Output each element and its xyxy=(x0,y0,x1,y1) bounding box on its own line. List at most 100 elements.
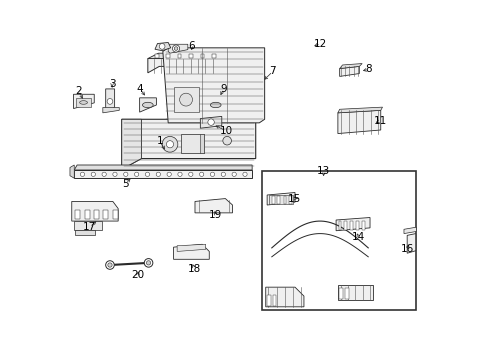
Bar xyxy=(181,134,204,153)
Polygon shape xyxy=(173,244,209,259)
Text: 3: 3 xyxy=(109,79,116,89)
Bar xyxy=(212,54,216,58)
Circle shape xyxy=(147,261,151,265)
Circle shape xyxy=(210,172,215,176)
Polygon shape xyxy=(140,98,156,112)
Polygon shape xyxy=(338,107,383,113)
Circle shape xyxy=(107,99,113,104)
Bar xyxy=(356,221,359,230)
Circle shape xyxy=(172,45,180,52)
Polygon shape xyxy=(70,165,74,178)
Polygon shape xyxy=(266,287,304,307)
Bar xyxy=(94,210,99,219)
Polygon shape xyxy=(72,202,118,221)
Text: 5: 5 xyxy=(122,179,129,189)
Circle shape xyxy=(156,172,160,176)
Bar xyxy=(189,54,193,58)
Polygon shape xyxy=(336,217,370,231)
Circle shape xyxy=(221,172,225,176)
Polygon shape xyxy=(148,53,217,59)
Polygon shape xyxy=(173,87,198,112)
Bar xyxy=(85,210,90,219)
Text: 14: 14 xyxy=(352,232,365,242)
Bar xyxy=(178,54,181,58)
Polygon shape xyxy=(103,108,119,113)
Circle shape xyxy=(108,263,112,267)
Bar xyxy=(350,221,353,230)
Circle shape xyxy=(144,258,153,267)
Bar xyxy=(270,195,293,204)
Text: 11: 11 xyxy=(373,116,387,126)
Circle shape xyxy=(223,136,231,145)
Circle shape xyxy=(162,136,178,152)
Polygon shape xyxy=(122,119,256,169)
Polygon shape xyxy=(338,285,373,300)
Polygon shape xyxy=(74,221,102,230)
Text: 10: 10 xyxy=(220,126,233,136)
Polygon shape xyxy=(200,116,222,128)
Circle shape xyxy=(167,141,173,148)
Circle shape xyxy=(180,93,193,106)
Circle shape xyxy=(134,172,139,176)
Polygon shape xyxy=(74,165,252,170)
Text: 17: 17 xyxy=(83,222,96,232)
Text: 12: 12 xyxy=(314,39,327,49)
Circle shape xyxy=(199,172,204,176)
Polygon shape xyxy=(163,48,265,123)
Bar xyxy=(273,295,276,306)
Polygon shape xyxy=(106,89,115,111)
Text: 1: 1 xyxy=(157,136,163,147)
Bar xyxy=(201,54,204,58)
Bar xyxy=(155,54,159,58)
Text: 9: 9 xyxy=(220,84,227,94)
Circle shape xyxy=(123,172,128,176)
Text: 4: 4 xyxy=(137,84,143,94)
Polygon shape xyxy=(207,98,223,112)
Circle shape xyxy=(178,172,182,176)
Text: 15: 15 xyxy=(288,194,301,203)
Polygon shape xyxy=(340,64,362,68)
Text: 8: 8 xyxy=(366,64,372,74)
Bar xyxy=(344,221,347,230)
Circle shape xyxy=(189,172,193,176)
Circle shape xyxy=(102,172,106,176)
Bar xyxy=(103,210,108,219)
Polygon shape xyxy=(200,134,204,153)
Text: 16: 16 xyxy=(401,244,414,253)
Ellipse shape xyxy=(210,102,221,108)
Bar xyxy=(362,221,365,230)
Text: 20: 20 xyxy=(131,270,145,280)
Circle shape xyxy=(80,172,85,176)
Text: 7: 7 xyxy=(270,66,276,76)
Bar xyxy=(76,98,91,107)
Bar xyxy=(272,197,275,203)
Text: 19: 19 xyxy=(209,210,222,220)
Ellipse shape xyxy=(143,102,153,108)
Circle shape xyxy=(113,172,117,176)
Polygon shape xyxy=(340,66,359,76)
Bar xyxy=(262,171,416,310)
Polygon shape xyxy=(168,44,188,53)
Bar xyxy=(284,197,287,203)
Circle shape xyxy=(243,172,247,176)
Bar xyxy=(289,197,292,203)
Bar xyxy=(345,288,348,298)
Polygon shape xyxy=(267,193,295,205)
Polygon shape xyxy=(122,119,142,169)
Bar xyxy=(167,54,170,58)
Bar xyxy=(339,221,342,230)
Text: 13: 13 xyxy=(317,166,330,176)
Polygon shape xyxy=(177,244,206,251)
Polygon shape xyxy=(407,234,416,253)
Polygon shape xyxy=(148,59,217,73)
Circle shape xyxy=(91,172,96,176)
Circle shape xyxy=(106,261,114,269)
Bar xyxy=(267,295,270,306)
Circle shape xyxy=(208,119,214,125)
Circle shape xyxy=(146,172,149,176)
Polygon shape xyxy=(155,42,171,51)
Circle shape xyxy=(159,44,165,49)
Bar xyxy=(113,210,118,219)
Ellipse shape xyxy=(79,101,88,104)
Polygon shape xyxy=(195,199,232,213)
